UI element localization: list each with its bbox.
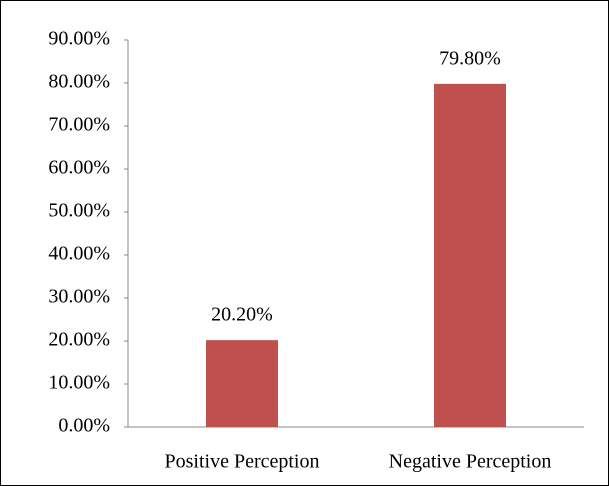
- y-tick-label: 10.00%: [48, 372, 110, 394]
- bar: [206, 340, 278, 427]
- value-label: 20.20%: [211, 304, 273, 326]
- x-tick-label: Negative Perception: [389, 451, 552, 473]
- y-tick-label: 60.00%: [48, 157, 110, 179]
- y-tick-label: 80.00%: [48, 71, 110, 93]
- x-tick-label: Positive Perception: [165, 451, 320, 473]
- y-tick-label: 0.00%: [58, 415, 110, 437]
- y-tick-label: 50.00%: [48, 200, 110, 222]
- y-tick-label: 40.00%: [48, 243, 110, 265]
- y-tick-label: 30.00%: [48, 286, 110, 308]
- bar: [434, 83, 506, 428]
- y-tick-label: 70.00%: [48, 114, 110, 136]
- value-label: 79.80%: [439, 47, 501, 69]
- y-tick-label: 90.00%: [48, 28, 110, 50]
- y-tick-label: 20.00%: [48, 329, 110, 351]
